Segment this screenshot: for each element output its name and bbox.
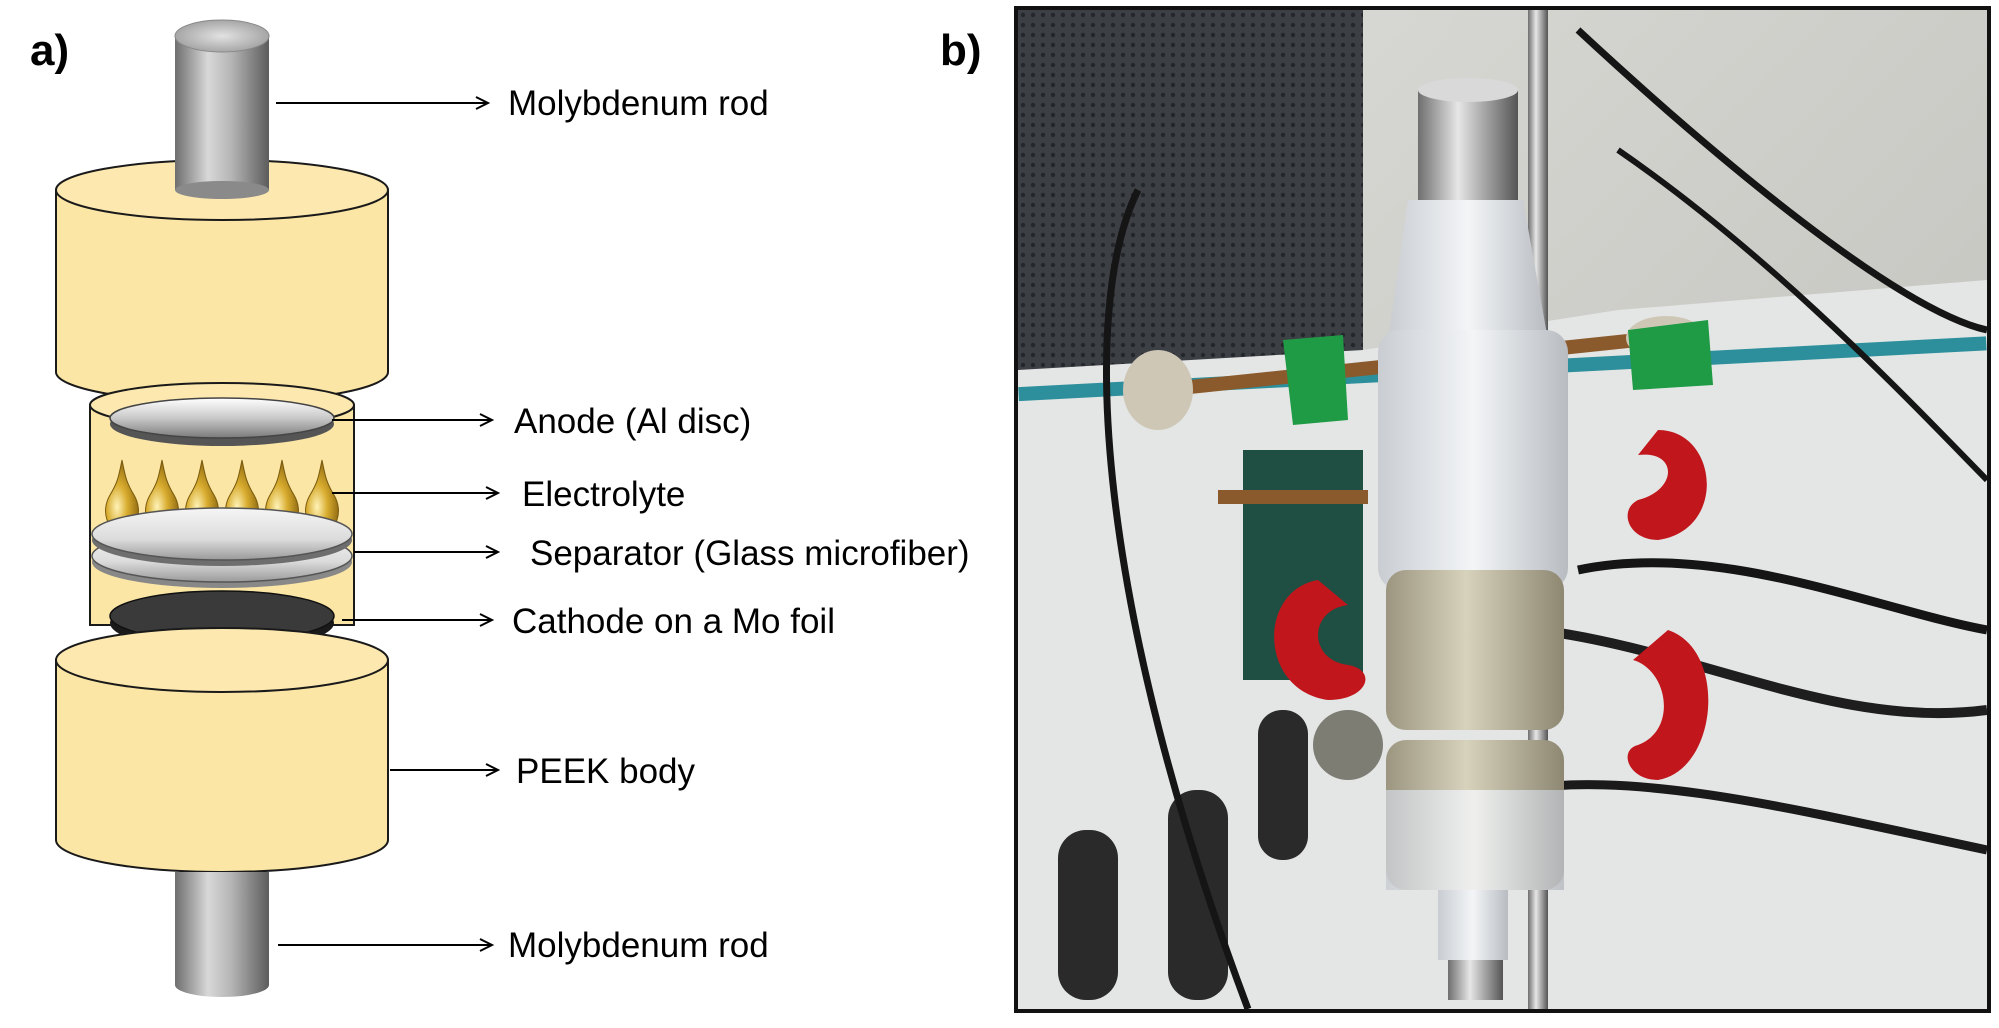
label-electrolyte: Electrolyte xyxy=(522,475,686,514)
label-molybdenum-rod-top: Molybdenum rod xyxy=(508,84,769,123)
label-peek-body: PEEK body xyxy=(516,752,695,791)
panel-a-label: a) xyxy=(30,26,70,75)
photo-scene xyxy=(1018,10,1987,1009)
peek-body-bottom xyxy=(55,627,389,873)
label-anode: Anode (Al disc) xyxy=(514,402,752,441)
leader-arrows xyxy=(276,96,501,952)
peek-body-top xyxy=(55,150,389,403)
label-separator: Separator (Glass microfiber) xyxy=(530,534,970,573)
label-cathode: Cathode on a Mo foil xyxy=(512,602,835,641)
cell-schematic-diagram xyxy=(55,19,501,997)
label-molybdenum-rod-bottom: Molybdenum rod xyxy=(508,926,769,965)
anode-disc xyxy=(109,397,335,446)
panel-b-label: b) xyxy=(940,26,982,75)
separator-disc xyxy=(91,507,353,588)
cell-photograph xyxy=(1014,6,1991,1013)
molybdenum-rod-bottom xyxy=(175,872,269,997)
